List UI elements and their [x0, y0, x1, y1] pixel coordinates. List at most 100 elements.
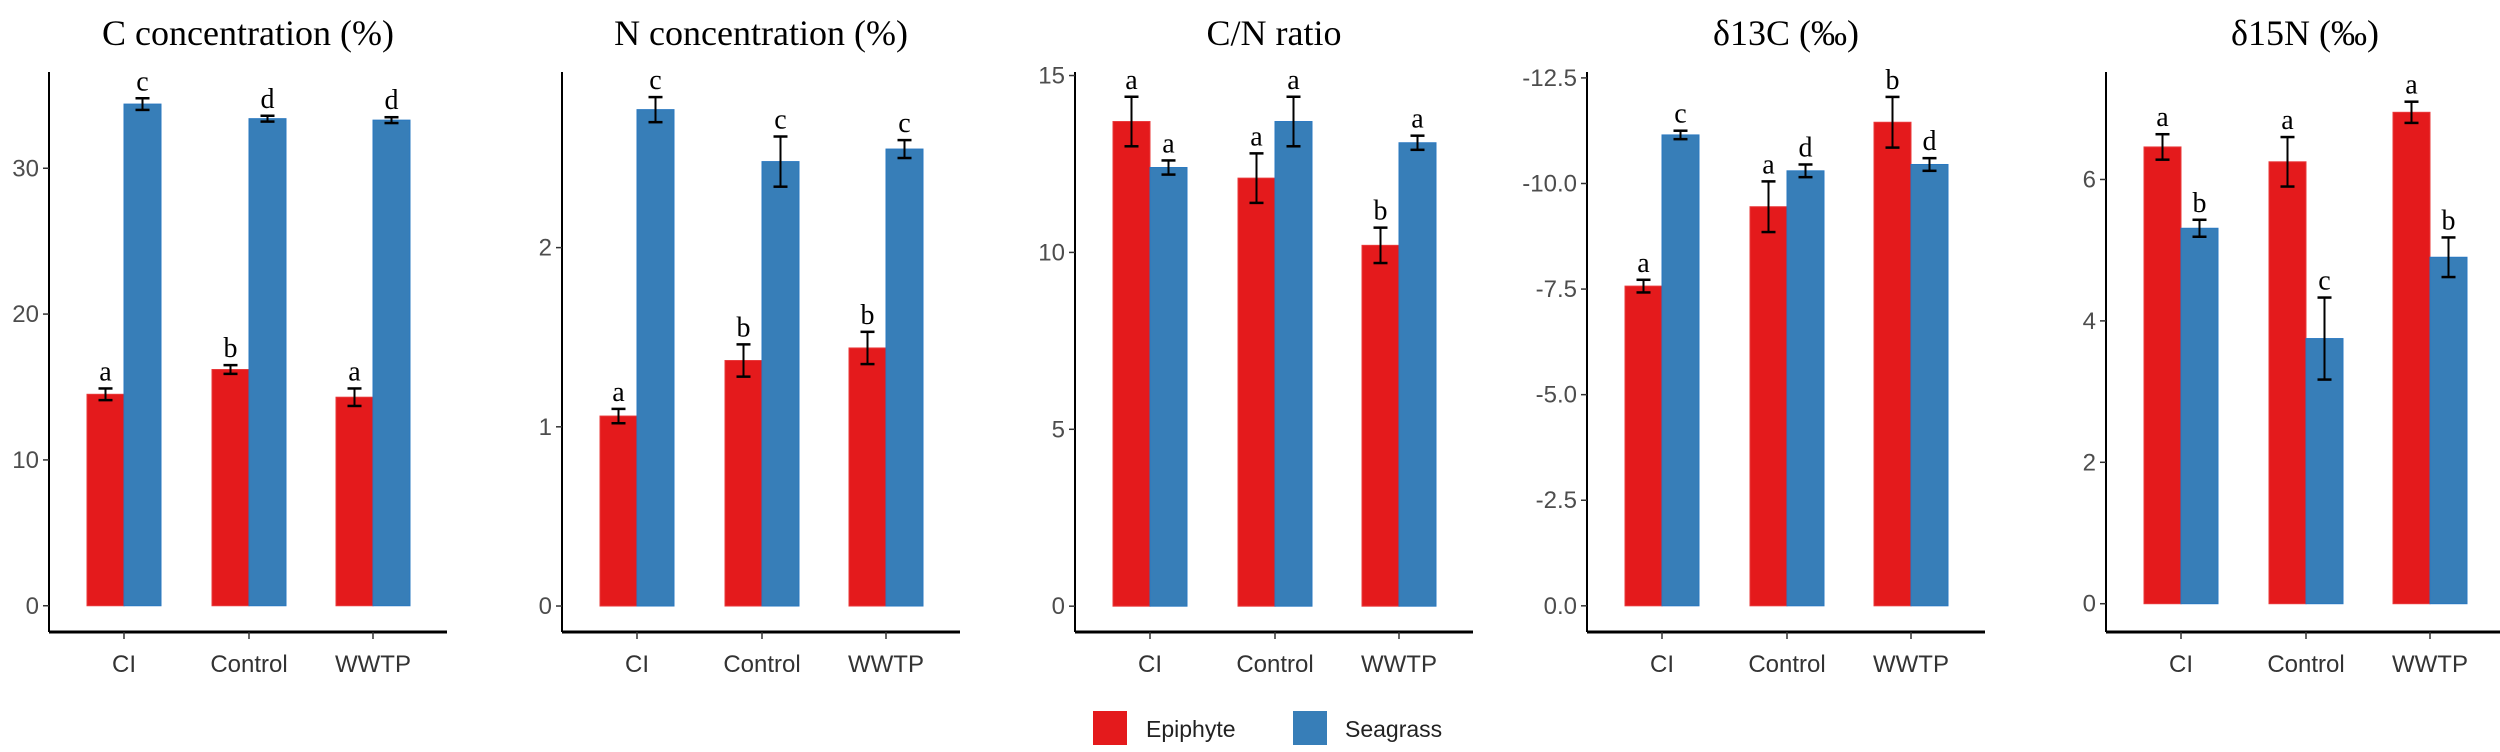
panel-1: C concentration (%) 0 10 20 30 CI Control WWTP a… [12, 13, 447, 678]
bar-seagrass-ci [1149, 167, 1188, 607]
y-tick-label: 2 [2083, 449, 2096, 476]
y-tick-label: 20 [12, 301, 39, 328]
bar-epiphyte-wwtp [1361, 244, 1400, 607]
significance-letter: c [898, 108, 910, 139]
significance-letter: b [1374, 196, 1388, 227]
y-tick-label: 1 [539, 414, 552, 441]
y-tick-label: 0 [2083, 591, 2096, 618]
y-tick-label: 10 [1038, 239, 1065, 266]
significance-letter: a [99, 356, 112, 387]
bar-epiphyte-control [724, 360, 763, 607]
x-tick-label: WWTP [1361, 651, 1437, 678]
x-tick-label: WWTP [1873, 651, 1949, 678]
y-tick-label: 2 [539, 235, 552, 262]
x-tick-label: CI [112, 651, 136, 678]
x-tick-label: CI [1138, 651, 1162, 678]
significance-letter: a [612, 377, 625, 408]
significance-letter: a [1762, 149, 1775, 180]
y-tick-label: -7.5 [1536, 276, 1577, 303]
legend-swatch-epiphyte [1093, 711, 1127, 745]
bar-epiphyte-wwtp [1873, 121, 1912, 607]
x-tick-label: Control [723, 651, 800, 678]
bar-seagrass-control [1786, 170, 1825, 607]
significance-letter: b [2193, 188, 2207, 219]
x-tick-label: Control [210, 651, 287, 678]
significance-letter: c [649, 65, 661, 96]
y-tick-label: 0.0 [1544, 593, 1577, 620]
bar-seagrass-wwtp [372, 119, 411, 607]
y-tick-label: -10.0 [1522, 170, 1577, 197]
significance-letter: a [2156, 102, 2169, 133]
significance-letter: c [2318, 266, 2330, 297]
significance-letter: a [2405, 70, 2418, 101]
y-tick-label: 0 [26, 593, 39, 620]
x-tick-label: CI [1650, 651, 1674, 678]
legend-label-seagrass: Seagrass [1345, 716, 1442, 742]
bar-epiphyte-ci [1112, 121, 1151, 607]
significance-letter: b [2442, 205, 2456, 236]
significance-letter: a [1411, 104, 1424, 135]
x-tick-label: WWTP [2392, 651, 2468, 678]
significance-letter: c [1674, 99, 1686, 130]
legend-swatch-seagrass [1293, 711, 1327, 745]
x-tick-label: Control [1748, 651, 1825, 678]
y-tick-label: -12.5 [1522, 65, 1577, 92]
bar-epiphyte-wwtp [335, 396, 374, 607]
significance-letter: a [1250, 121, 1263, 152]
bar-epiphyte-control [2268, 161, 2307, 605]
significance-letter: a [1125, 65, 1138, 96]
y-tick-label: 0 [1052, 593, 1065, 620]
bar-epiphyte-wwtp [2392, 111, 2431, 605]
x-tick-label: WWTP [848, 651, 924, 678]
significance-letter: b [737, 312, 751, 343]
y-tick-label: 4 [2083, 308, 2096, 335]
y-tick-label: -5.0 [1536, 382, 1577, 409]
significance-letter: d [385, 85, 399, 116]
bar-epiphyte-ci [86, 393, 125, 607]
bar-seagrass-ci [123, 103, 162, 607]
y-tick-label: 30 [12, 155, 39, 182]
panel-title: δ15N (‰) [2231, 13, 2379, 53]
x-tick-label: CI [625, 651, 649, 678]
y-tick-label: 10 [12, 447, 39, 474]
significance-letter: d [1799, 132, 1813, 163]
bar-seagrass-control [1274, 121, 1313, 607]
bar-epiphyte-ci [599, 415, 638, 607]
bar-epiphyte-wwtp [848, 347, 887, 607]
significance-letter: b [861, 300, 875, 331]
significance-letter: a [348, 356, 361, 387]
x-tick-label: WWTP [335, 651, 411, 678]
bar-epiphyte-control [1749, 206, 1788, 607]
significance-letter: b [224, 333, 238, 364]
legend: Epiphyte Seagrass [1093, 711, 1442, 745]
significance-letter: d [261, 84, 275, 115]
bar-seagrass-ci [2180, 227, 2219, 605]
panel-title: δ13C (‰) [1713, 13, 1859, 53]
significance-letter: a [1162, 128, 1175, 159]
panel-title: C/N ratio [1207, 13, 1342, 53]
significance-letter: a [1637, 248, 1650, 279]
panel-5: δ15N (‰) 0 2 4 6 CI Control WWTP a a a b c b [2083, 13, 2500, 678]
bar-epiphyte-ci [2143, 146, 2182, 605]
bar-seagrass-wwtp [885, 148, 924, 607]
bar-seagrass-wwtp [2429, 256, 2468, 605]
significance-letter: b [1886, 65, 1900, 96]
y-tick-label: 6 [2083, 166, 2096, 193]
y-tick-label: 15 [1038, 63, 1065, 90]
bar-seagrass-control [248, 118, 287, 607]
bar-seagrass-control [761, 161, 800, 607]
bar-seagrass-ci [636, 109, 675, 607]
legend-label-epiphyte: Epiphyte [1146, 716, 1236, 742]
x-tick-label: Control [2267, 651, 2344, 678]
significance-letter: c [136, 66, 148, 97]
significance-letter: d [1923, 126, 1937, 157]
significance-letter: c [774, 105, 786, 136]
panel-title: N concentration (%) [614, 13, 908, 53]
bar-epiphyte-control [1237, 177, 1276, 607]
y-tick-label: 5 [1052, 416, 1065, 443]
bar-seagrass-ci [1661, 134, 1700, 607]
panel-4: δ13C (‰) 0.0 -2.5 -5.0 -7.5 -10.0 -12.5 CI Contr… [1522, 13, 1985, 678]
